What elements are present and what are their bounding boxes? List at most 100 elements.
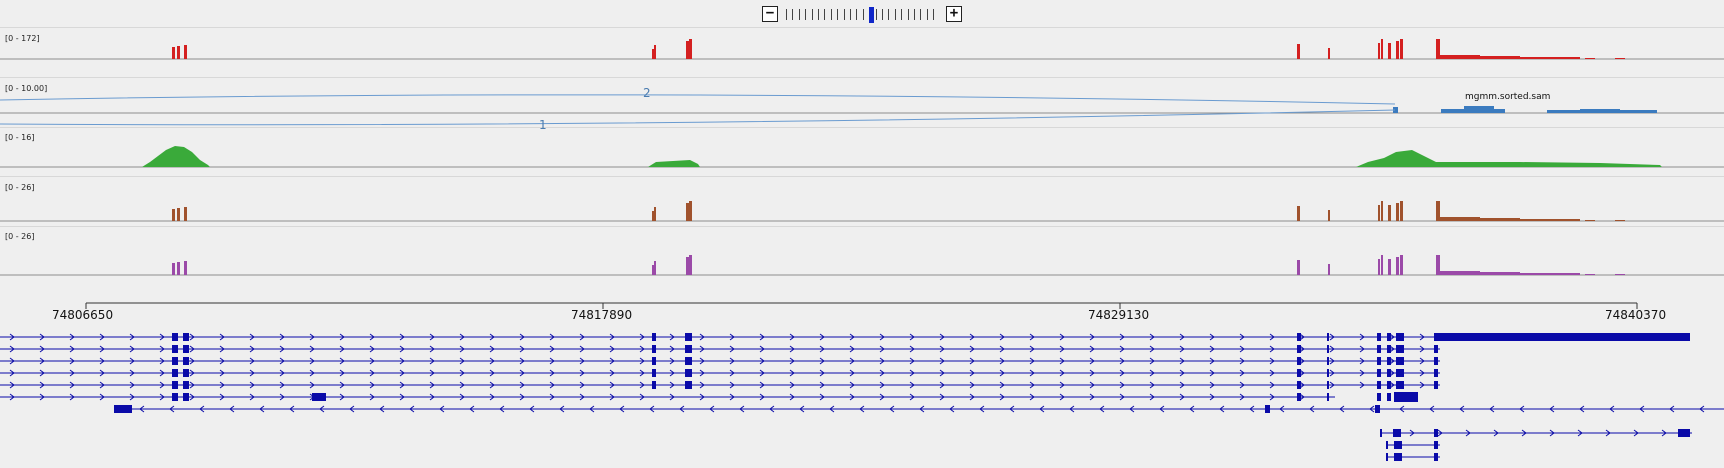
coverage-track-1[interactable] [0,27,1724,78]
coverage-peak [1396,203,1399,221]
strand-arrow [1059,393,1065,401]
strand-arrow [549,381,555,389]
junction-arc-1[interactable] [0,109,1396,126]
exon-block [685,357,692,365]
exon-block [312,393,326,401]
strand-arrow [249,393,255,401]
strand-arrow [729,333,735,341]
zoom-level-tick[interactable] [882,9,883,20]
zoom-level-tick[interactable] [856,9,858,20]
zoom-level-tick[interactable] [888,9,890,20]
strand-arrow [39,345,45,353]
coverage-track-4[interactable] [0,176,1724,227]
zoom-level-tick[interactable] [805,9,807,20]
strand-arrow [189,333,195,341]
strand-arrow [1099,405,1105,413]
zoom-level-tick[interactable] [875,9,877,20]
coverage-peak [184,45,187,59]
strand-arrow [399,333,405,341]
strand-arrow [1359,381,1365,389]
strand-arrow [799,405,805,413]
strand-arrow [549,345,555,353]
zoom-level-tick[interactable] [926,9,928,20]
strand-arrow [249,381,255,389]
strand-arrow [1359,369,1365,377]
exon-block [1387,393,1391,401]
strand-arrow [9,345,15,353]
strand-arrow [1239,381,1245,389]
exon-block [1327,369,1329,377]
coverage-segment [1585,274,1595,275]
zoom-level-tick[interactable] [850,9,851,20]
zoom-level-tick[interactable] [933,9,935,20]
strand-arrow [1039,405,1045,413]
zoom-level-tick[interactable] [824,9,826,20]
zoom-level-tick[interactable] [811,9,813,20]
zoom-level-tick[interactable] [894,9,896,20]
strand-arrow [939,345,945,353]
zoom-level-tick[interactable] [830,9,832,20]
strand-arrow [1389,333,1395,341]
strand-arrow [429,369,435,377]
strand-arrow [789,357,795,365]
gene-annotation-track[interactable] [0,333,1724,461]
zoom-level-tick[interactable] [920,9,922,20]
strand-arrow [99,369,105,377]
strand-arrow [199,405,205,413]
zoom-level-tick[interactable] [837,9,839,20]
strand-arrow [999,345,1005,353]
exon-block [1377,345,1381,353]
coverage-track-2[interactable] [0,77,1724,128]
coverage-peak [1297,260,1300,275]
strand-arrow [1339,405,1345,413]
coverage-profile-brown[interactable] [172,201,1625,221]
zoom-level-tick[interactable] [907,9,909,20]
strand-arrow [99,381,105,389]
exon-block [172,369,178,377]
strand-arrow [879,369,885,377]
coverage-profile-blue[interactable] [1393,106,1657,113]
coverage-track-5[interactable] [0,226,1724,277]
strand-arrow [529,405,535,413]
junction-arc-2[interactable] [0,94,1396,105]
zoom-current-level[interactable] [869,7,875,23]
zoom-in-button[interactable]: + [946,6,962,22]
strand-arrow [969,369,975,377]
strand-arrow [699,393,705,401]
exon-block [1434,357,1438,365]
zoom-level-tick[interactable] [914,9,915,20]
strand-arrow [669,333,675,341]
strand-arrow [579,381,585,389]
coverage-track-3[interactable] [0,127,1724,178]
sample-name-label: mgmm.sorted.sam [1465,92,1550,102]
strand-arrow [429,345,435,353]
strand-arrow [369,393,375,401]
strand-arrow [1669,405,1675,413]
zoom-level-tick[interactable] [843,9,845,20]
exon-block [1375,405,1380,413]
strand-arrow [459,345,465,353]
coverage-peak [1378,205,1380,221]
coverage-segment [1480,56,1520,59]
strand-arrow [399,381,405,389]
strand-arrow [9,381,15,389]
strand-arrow [249,369,255,377]
zoom-level-tick[interactable] [798,9,800,20]
strand-arrow [789,369,795,377]
zoom-level-tick[interactable] [901,9,903,20]
coverage-profile-red[interactable] [172,39,1625,59]
strand-arrow [349,405,355,413]
coverage-profile-purple[interactable] [172,255,1625,275]
zoom-out-button[interactable]: − [762,6,778,22]
zoom-level-tick[interactable] [786,9,787,20]
strand-arrow [759,381,765,389]
strand-arrow [489,369,495,377]
exon-block [1297,357,1301,365]
strand-arrow [219,381,225,389]
zoom-level-tick[interactable] [818,9,819,20]
strand-arrow [9,357,15,365]
exon-block [1297,333,1301,341]
coverage-profile-green[interactable] [142,146,1662,167]
zoom-level-tick[interactable] [792,9,794,20]
zoom-level-tick[interactable] [862,9,864,20]
